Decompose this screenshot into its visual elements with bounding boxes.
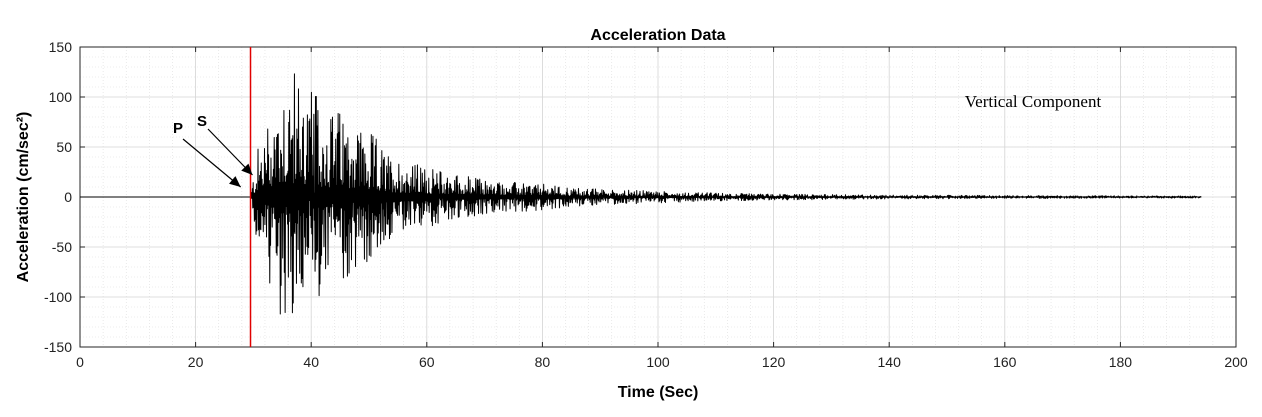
y-tick-label: 50 — [56, 139, 72, 155]
x-axis-label: Time (Sec) — [618, 384, 699, 401]
annotations: P S Vertical Component — [173, 92, 1102, 188]
p-wave-arrow — [182, 138, 242, 188]
acceleration-trace — [79, 73, 1202, 315]
y-tick-label: 100 — [49, 89, 73, 105]
y-tick-label: 150 — [49, 39, 73, 55]
x-tick-label: 80 — [535, 354, 551, 370]
x-tick-label: 140 — [878, 354, 902, 370]
y-tick-label: 0 — [64, 189, 72, 205]
series-line — [79, 73, 1202, 315]
x-tick-label: 120 — [762, 354, 786, 370]
x-tick-label: 180 — [1109, 354, 1133, 370]
y-axis-label: Acceleration (cm/sec²) — [15, 112, 32, 283]
s-wave-arrowhead — [241, 163, 253, 175]
axis-ticks: 0 20 40 60 80 100 120 140 160 180 200 -150 -100 -50 0 5… — [44, 39, 1248, 370]
p-wave-arrowhead — [229, 176, 241, 187]
x-tick-label: 160 — [993, 354, 1017, 370]
y-tick-label: -50 — [52, 239, 72, 255]
x-tick-label: 60 — [419, 354, 435, 370]
s-wave-label: S — [197, 113, 207, 130]
y-tick-label: -100 — [44, 289, 72, 305]
y-tick-label: -150 — [44, 339, 72, 355]
x-tick-label: 20 — [188, 354, 204, 370]
x-tick-label: 40 — [303, 354, 319, 370]
component-label: Vertical Component — [965, 92, 1102, 111]
x-tick-label: 0 — [76, 354, 84, 370]
p-wave-label: P — [173, 120, 183, 137]
x-tick-label: 100 — [646, 354, 670, 370]
chart-title: Acceleration Data — [590, 27, 725, 44]
x-tick-label: 200 — [1224, 354, 1248, 370]
